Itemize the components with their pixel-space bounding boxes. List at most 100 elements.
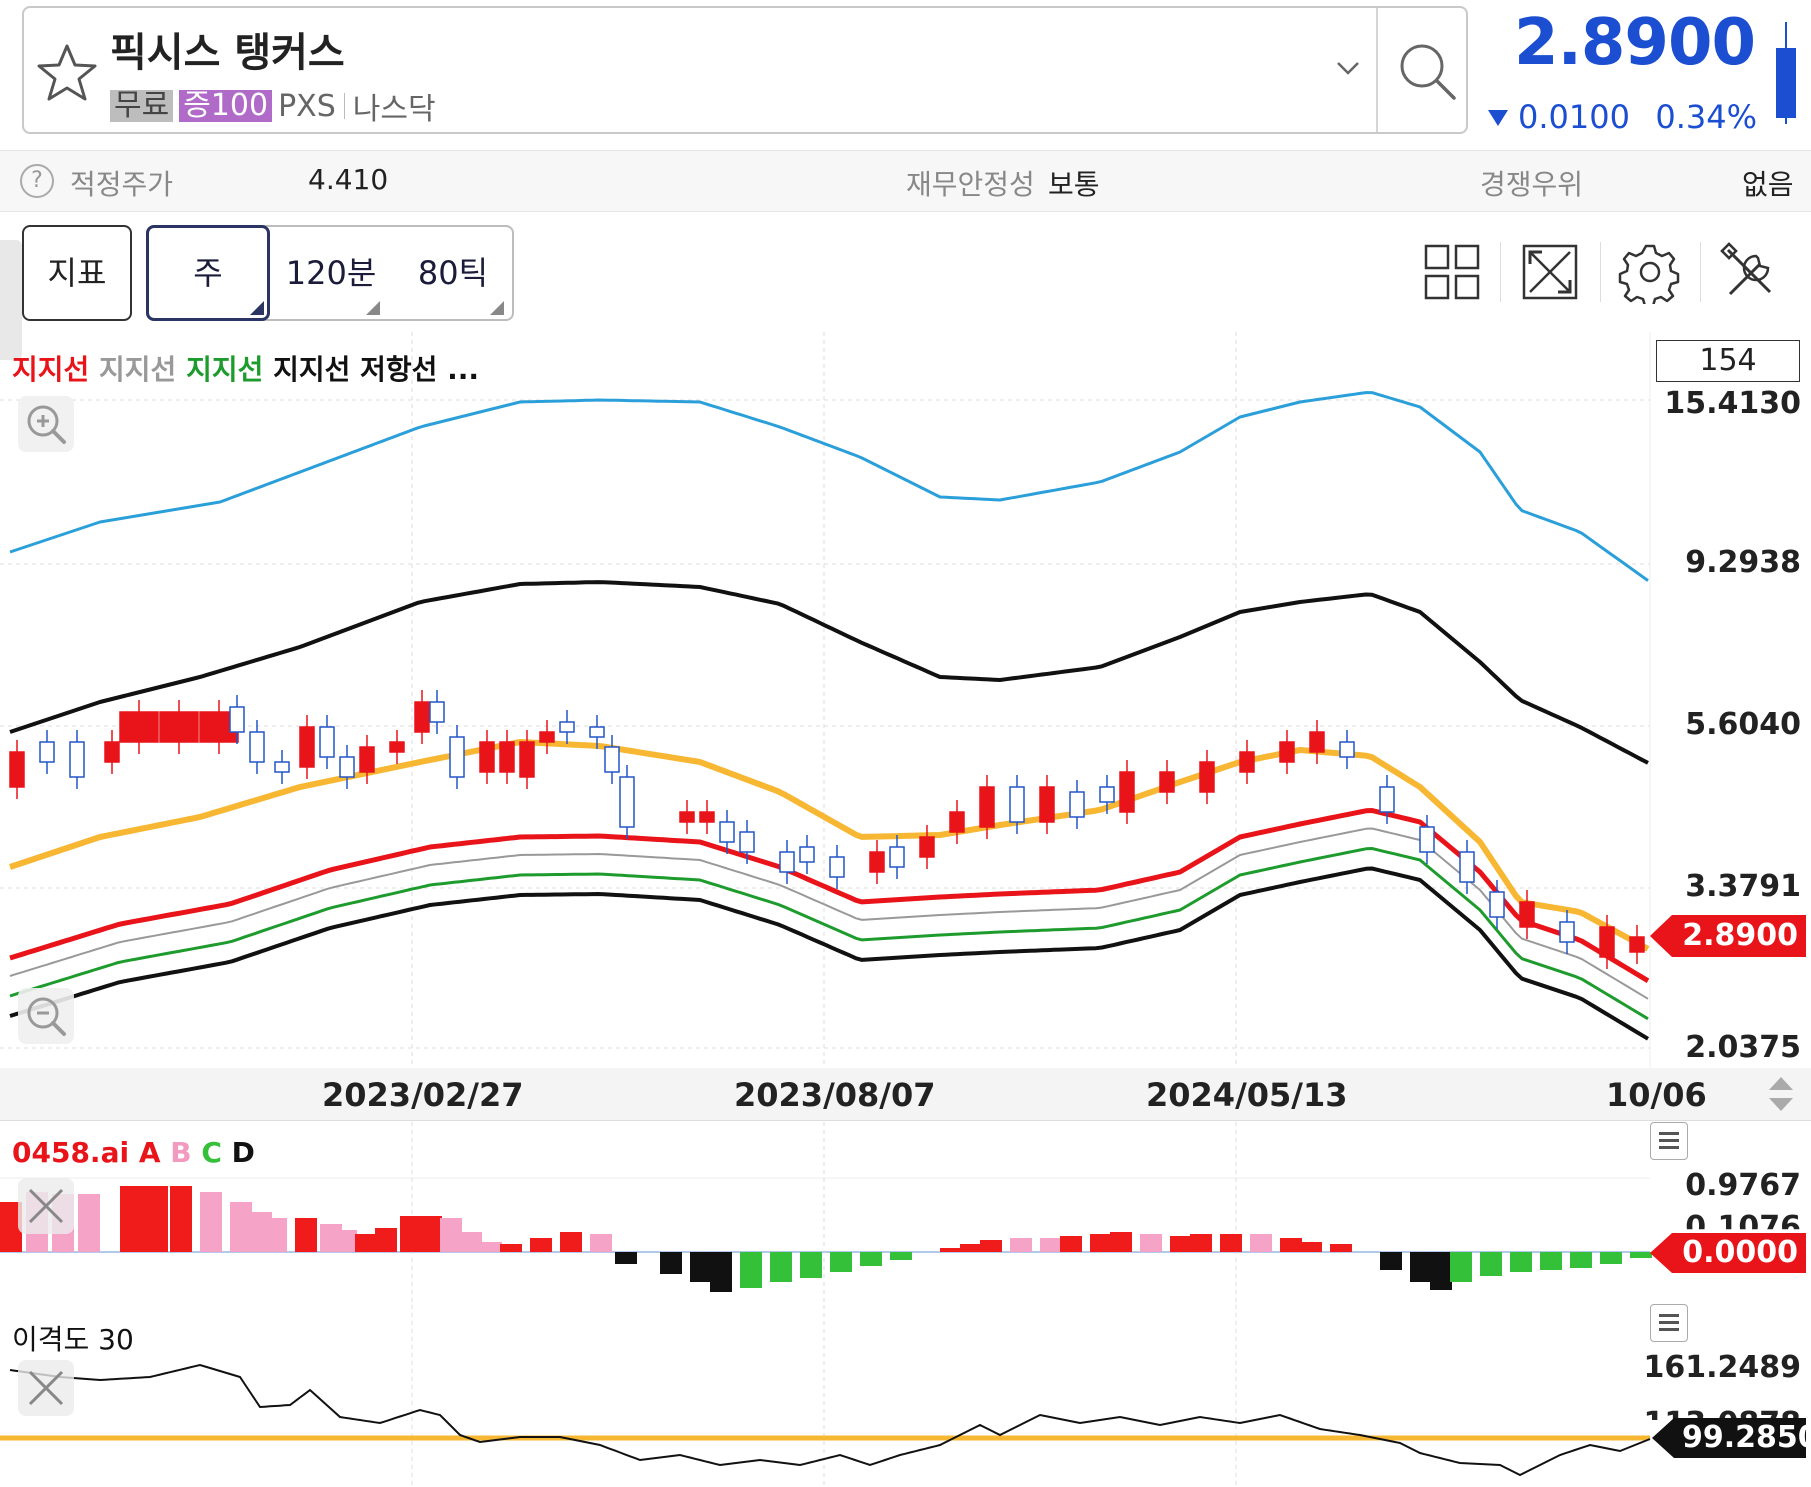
y-axis-label: 3.3791 bbox=[1685, 869, 1801, 904]
price-change-percent: 0.34% bbox=[1655, 98, 1757, 136]
disparity-legend[interactable]: 이격도 30 bbox=[12, 1323, 134, 1356]
layout-grid-icon[interactable] bbox=[1420, 240, 1484, 304]
candle-body bbox=[104, 741, 120, 763]
close-icon[interactable] bbox=[18, 1178, 74, 1234]
y-axis-label-partial: 113.0878 bbox=[1643, 1406, 1801, 1420]
histogram-bar bbox=[1040, 1238, 1062, 1252]
side-drawer-handle[interactable] bbox=[0, 240, 22, 360]
disparity-line bbox=[0, 1363, 1651, 1477]
tools-icon[interactable] bbox=[1718, 240, 1782, 304]
histogram-bar bbox=[265, 1218, 287, 1252]
settings-gear-icon[interactable] bbox=[1618, 240, 1682, 304]
histogram-bar bbox=[1480, 1252, 1502, 1276]
support-line-black bbox=[9, 866, 1650, 1041]
candle-body bbox=[249, 731, 265, 763]
candle-body bbox=[1199, 761, 1215, 793]
histogram-bar bbox=[120, 1186, 168, 1252]
histogram-bar bbox=[590, 1234, 612, 1252]
favorite-star-icon[interactable] bbox=[34, 40, 100, 106]
indicator-0458-chart[interactable] bbox=[0, 1122, 1811, 1302]
y-axis-label: 15.4130 bbox=[1664, 386, 1801, 421]
candle-body bbox=[589, 726, 605, 738]
candle-body bbox=[119, 711, 159, 743]
divider bbox=[1700, 242, 1701, 302]
indicator-menu-icon[interactable] bbox=[1650, 1122, 1688, 1160]
histogram-bar bbox=[860, 1252, 882, 1266]
candle-body bbox=[739, 831, 755, 853]
candle-body bbox=[979, 786, 995, 828]
search-icon[interactable] bbox=[1392, 36, 1462, 106]
candle-body bbox=[39, 741, 55, 763]
histogram-bar bbox=[460, 1232, 482, 1252]
support-line-green bbox=[9, 847, 1649, 1021]
period-80tick-button[interactable]: 80틱 bbox=[417, 254, 489, 292]
indicator-0458-legend[interactable]: 0458.ai A B C D bbox=[12, 1136, 255, 1169]
histogram-bar bbox=[335, 1230, 357, 1252]
histogram-bar bbox=[890, 1252, 912, 1260]
value-tag-pointer bbox=[1652, 1418, 1674, 1458]
histogram-bar bbox=[1140, 1234, 1162, 1252]
histogram-bar bbox=[1410, 1252, 1432, 1282]
histogram-bar bbox=[78, 1194, 100, 1252]
main-chart-legend[interactable]: 지지선 지지선 지지선 지지선 저항선 ... bbox=[12, 348, 479, 388]
histogram-bar bbox=[1540, 1252, 1562, 1270]
histogram-bar bbox=[1060, 1236, 1082, 1252]
help-question-icon[interactable]: ? bbox=[20, 164, 54, 198]
histogram-bar bbox=[690, 1252, 712, 1282]
current-price-tag: 2.8900 bbox=[1672, 915, 1806, 957]
chart-grid bbox=[411, 1305, 1237, 1487]
competitive-advantage-value: 없음 bbox=[1742, 168, 1794, 201]
zoom-in-icon[interactable] bbox=[18, 396, 74, 452]
exchange-name: 나스닥 bbox=[352, 92, 436, 127]
date-label: 2024/05/13 bbox=[1146, 1076, 1348, 1114]
candle-body bbox=[559, 721, 575, 733]
date-label: 2023/08/07 bbox=[734, 1076, 936, 1114]
candle-body bbox=[699, 811, 715, 823]
histogram-bar bbox=[940, 1248, 962, 1252]
candle-body bbox=[229, 706, 245, 733]
period-120min-button[interactable]: 120분 bbox=[285, 254, 377, 292]
indicator-menu-icon[interactable] bbox=[1650, 1304, 1688, 1342]
candle-body bbox=[1039, 786, 1055, 823]
candle-body bbox=[499, 741, 515, 773]
disparity-30-chart[interactable] bbox=[0, 1305, 1811, 1487]
chevron-down-icon[interactable] bbox=[1330, 50, 1366, 86]
candle-body bbox=[159, 711, 199, 743]
candle-body bbox=[1119, 771, 1135, 813]
axis-scroll-icon[interactable] bbox=[1766, 1074, 1796, 1114]
histogram-bar bbox=[530, 1238, 552, 1252]
candle-body bbox=[539, 731, 555, 743]
histogram-bar bbox=[960, 1244, 982, 1252]
close-icon[interactable] bbox=[18, 1360, 74, 1416]
candle-body bbox=[779, 851, 795, 873]
candle-body bbox=[389, 741, 405, 753]
histogram-bar bbox=[710, 1252, 732, 1292]
candle-body bbox=[414, 701, 430, 733]
date-axis: 2023/02/27 2023/08/07 2024/05/13 10/06 bbox=[0, 1068, 1811, 1121]
ticker-symbol: PXS bbox=[278, 88, 336, 124]
indicator-button[interactable]: 지표 bbox=[22, 225, 132, 321]
fair-price-label: 적정주가 bbox=[70, 168, 174, 201]
down-triangle-icon bbox=[1488, 110, 1508, 126]
histogram-bar bbox=[830, 1252, 852, 1272]
expand-icon[interactable] bbox=[1518, 240, 1582, 304]
period-week-button[interactable]: 주 bbox=[146, 225, 270, 321]
histogram-bar bbox=[980, 1240, 1002, 1252]
divider bbox=[1376, 8, 1378, 132]
candle-body bbox=[1599, 926, 1615, 958]
histogram-bar bbox=[1090, 1234, 1112, 1252]
valuation-info-row: ? 적정주가 4.410 재무안정성 보통 경쟁우위 없음 bbox=[0, 150, 1811, 212]
legend-item-support-black: 지지선 bbox=[273, 353, 351, 386]
legend-item-support-grey: 지지선 bbox=[99, 353, 177, 386]
histogram-bar bbox=[770, 1252, 792, 1282]
price-chart[interactable] bbox=[0, 332, 1811, 1068]
histogram-bar bbox=[560, 1232, 582, 1252]
candle-body bbox=[1239, 751, 1255, 773]
candle-body bbox=[1559, 921, 1575, 943]
stock-name: 픽시스 탱커스 bbox=[110, 30, 345, 76]
candle-body bbox=[604, 746, 620, 773]
histogram-bars bbox=[0, 1186, 1652, 1292]
histogram-bar bbox=[1450, 1252, 1472, 1282]
visible-count-box[interactable]: 154 bbox=[1656, 340, 1800, 382]
zoom-out-icon[interactable] bbox=[18, 988, 74, 1044]
